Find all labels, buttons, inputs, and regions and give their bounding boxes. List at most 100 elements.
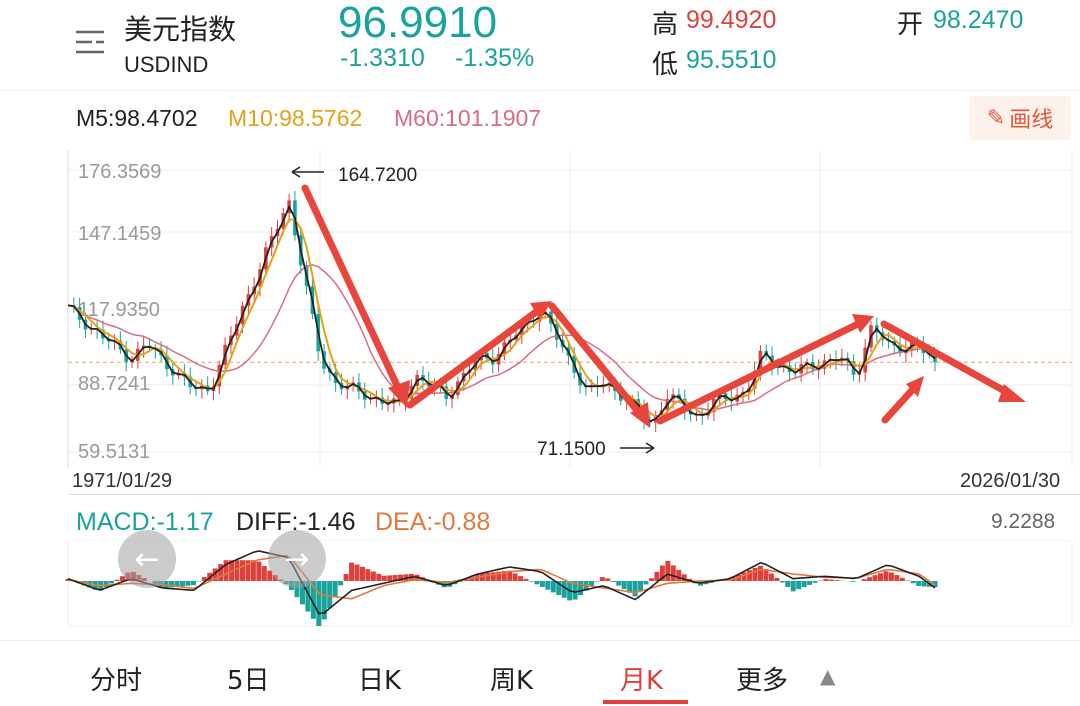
header-divider <box>0 90 1080 91</box>
macd-bar <box>665 560 671 581</box>
macd-bar <box>354 564 360 581</box>
min-annotation: 71.1500 <box>537 439 655 460</box>
macd-bar <box>316 581 322 626</box>
high-label: 高 <box>652 10 679 40</box>
macd-bar <box>594 581 600 582</box>
macd-bar <box>872 575 878 581</box>
ma5-line <box>67 204 936 423</box>
macd-bar <box>638 581 644 591</box>
macd-bar <box>861 579 867 581</box>
high-value: 99.4920 <box>686 6 777 34</box>
macd-bar <box>120 576 126 581</box>
x-start-date: 1971/01/29 <box>72 470 173 492</box>
macd-bar <box>921 581 927 587</box>
tab-intraday[interactable]: 分时 <box>90 666 143 696</box>
macd-bar <box>774 577 780 581</box>
min-value-label: 71.1500 <box>537 439 606 460</box>
macd-bar <box>381 575 387 581</box>
macd-bar <box>654 571 660 581</box>
macd-bar <box>250 560 256 581</box>
caret-up-icon: ▲ <box>820 664 836 688</box>
tab-5day[interactable]: 5日 <box>227 666 270 696</box>
index-code: USDIND <box>124 52 209 77</box>
trend-arrow-up-1-head <box>530 301 552 320</box>
macd-frame <box>67 540 1073 627</box>
macd-bar <box>910 581 916 584</box>
macd-bar <box>807 581 813 585</box>
price-chart[interactable]: 176.3569 147.1459 117.9350 88.7241 59.51… <box>0 140 1080 470</box>
tabs-divider <box>0 640 1080 641</box>
menu-icon[interactable] <box>74 26 108 60</box>
macd-bar <box>201 577 207 581</box>
draw-line-label: 画线 <box>1009 108 1054 133</box>
tab-daily-k[interactable]: 日K <box>358 666 402 696</box>
tab-more[interactable]: 更多 <box>736 666 789 696</box>
macd-bar <box>627 581 633 593</box>
macd-bar <box>321 581 327 620</box>
macd-bar <box>234 560 240 581</box>
macd-bar <box>185 581 191 586</box>
macd-bar <box>643 581 649 585</box>
macd-bar <box>578 581 584 596</box>
macd-bar <box>169 581 175 588</box>
macd-bar <box>507 570 513 581</box>
macd-bar <box>681 574 687 581</box>
macd-bar <box>223 560 229 581</box>
scroll-left-button[interactable]: ← <box>118 530 176 588</box>
max-annotation: 164.7200 <box>291 165 417 186</box>
macd-bar <box>621 581 627 590</box>
macd-bar <box>801 581 807 588</box>
macd-bar <box>332 581 338 597</box>
trend-arrow-up-2 <box>656 320 862 425</box>
trend-arrow-up-3-head <box>906 376 924 397</box>
macd-bar <box>365 569 371 581</box>
macd-bar <box>599 577 605 581</box>
diff-line <box>67 550 936 615</box>
arrow-left-icon: ← <box>134 541 160 577</box>
macd-bar <box>763 568 769 581</box>
macd-bar <box>485 572 491 581</box>
macd-bar <box>883 571 889 581</box>
y-tick-label: 147.1459 <box>78 223 161 245</box>
macd-bar <box>812 581 818 583</box>
macd-bar <box>550 581 556 593</box>
macd-bar <box>103 581 109 588</box>
tab-weekly-k[interactable]: 周K <box>490 666 534 696</box>
macd-bar <box>534 581 540 585</box>
trend-arrow-down-1 <box>301 184 404 396</box>
macd-bar <box>588 581 594 587</box>
trend-arrow-down-2 <box>548 302 644 418</box>
ma60-line <box>67 264 936 411</box>
macd-bar <box>310 581 316 619</box>
macd-bar <box>441 581 447 588</box>
trend-arrow-up-3 <box>881 384 918 424</box>
draw-line-button[interactable]: ✎ 画线 <box>969 96 1071 140</box>
chart-divider <box>68 494 1080 495</box>
candle-body <box>933 354 937 363</box>
price-grid <box>68 150 1073 468</box>
macd-bar <box>899 577 905 581</box>
scroll-right-button[interactable]: → <box>268 530 326 588</box>
macd-bar <box>850 581 856 582</box>
y-tick-label: 117.9350 <box>78 299 160 321</box>
macd-bar <box>218 564 224 581</box>
max-value-label: 164.7200 <box>338 165 417 186</box>
pencil-icon: ✎ <box>986 105 1006 131</box>
ma10-value: M10:98.5762 <box>228 105 363 131</box>
macd-bar <box>648 578 654 581</box>
macd-bar <box>398 574 404 581</box>
macd-bar <box>916 581 922 586</box>
macd-bar <box>245 560 251 581</box>
macd-bar <box>894 575 900 581</box>
macd-bar <box>512 573 518 581</box>
macd-bar <box>616 581 622 586</box>
ma60-value: M60:101.1907 <box>394 105 542 131</box>
tab-monthly-k[interactable]: 月K <box>620 666 664 696</box>
macd-bar <box>109 581 115 584</box>
dea-line <box>67 554 936 600</box>
macd-max-label: 9.2288 <box>991 510 1056 533</box>
open-label: 开 <box>897 10 924 40</box>
macd-bar <box>796 581 802 590</box>
macd-bar <box>463 579 469 581</box>
macd-bar <box>174 581 180 587</box>
